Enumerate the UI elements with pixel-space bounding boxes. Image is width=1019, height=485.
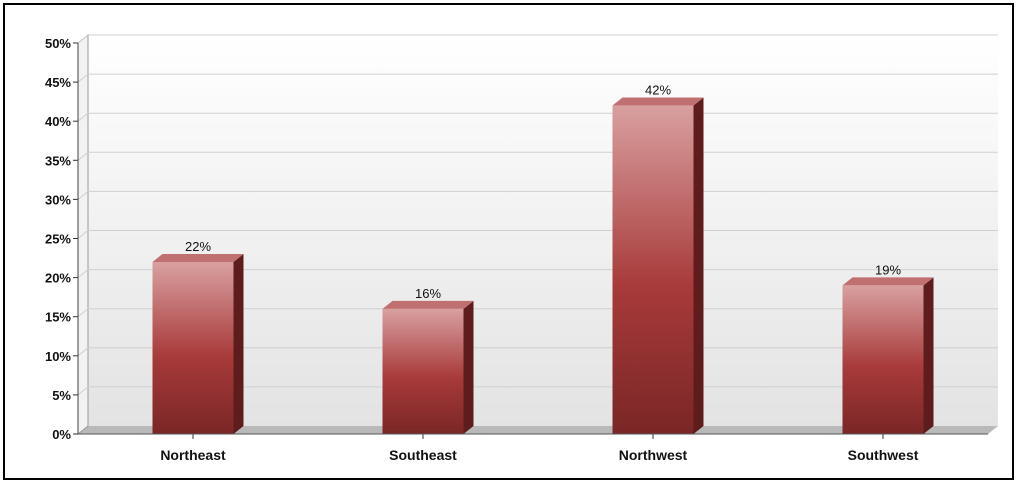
bar-chart: 0% 5% 10% 15% 20% 25% 30% 35% 40% 45% 50% 22% 16% 42… [45, 33, 998, 463]
y-tick-label: 40% [45, 114, 71, 129]
bar-side [923, 277, 934, 434]
bar-front [842, 285, 924, 434]
bar-northeast [152, 253, 244, 434]
bar-side [693, 97, 704, 434]
y-tick-label: 20% [45, 271, 71, 286]
bar-southwest [842, 277, 934, 434]
y-tick-label: 30% [45, 192, 71, 207]
y-tick-label: 0% [52, 427, 71, 442]
bar-southeast [382, 300, 474, 434]
y-tick-label: 25% [45, 232, 71, 247]
x-tick-label: Northeast [160, 447, 226, 463]
x-tick-label: Southwest [848, 447, 919, 463]
chart-frame: 0% 5% 10% 15% 20% 25% 30% 35% 40% 45% 50% 22% 16% 42… [3, 3, 1014, 480]
y-tick-label: 45% [45, 75, 71, 90]
y-axis: 0% 5% 10% 15% 20% 25% 30% 35% 40% 45% 50% [45, 36, 79, 442]
bar-front [612, 105, 694, 434]
bar-top [382, 300, 474, 309]
bar-top [842, 277, 934, 286]
bar-top [612, 97, 704, 106]
bars [152, 97, 934, 434]
y-tick-label: 5% [52, 388, 71, 403]
data-label: 22% [185, 239, 211, 254]
bar-top [152, 253, 244, 262]
data-labels: 22% 16% 42% 19% [185, 83, 901, 301]
bar-northwest [612, 97, 704, 434]
data-label: 19% [875, 262, 901, 277]
grid-line [77, 73, 998, 83]
data-label: 42% [645, 83, 671, 98]
bar-side [463, 300, 474, 434]
data-label: 16% [415, 286, 441, 301]
x-axis: Northeast Southeast Northwest Southwest [78, 433, 988, 463]
bar-side [233, 253, 244, 434]
bar-front [382, 308, 464, 434]
bar-front [152, 261, 234, 434]
y-tick-label: 15% [45, 310, 71, 325]
y-tick-label: 35% [45, 153, 71, 168]
y-tick-label: 50% [45, 36, 71, 51]
plot-floor [78, 426, 998, 434]
x-tick-label: Southeast [389, 447, 457, 463]
x-tick-label: Northwest [619, 447, 688, 463]
y-tick-label: 10% [45, 349, 71, 364]
grid-line [77, 34, 998, 44]
